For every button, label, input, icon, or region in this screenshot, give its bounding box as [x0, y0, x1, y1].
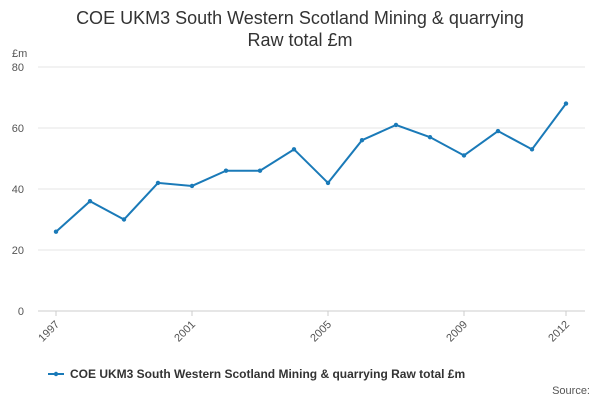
point: [155, 180, 161, 186]
point: [87, 199, 93, 204]
legend-marker: [53, 371, 59, 377]
source: Source:: [552, 385, 590, 397]
point: [53, 229, 59, 234]
point: [189, 183, 195, 189]
y-tick-label: 0: [18, 306, 24, 318]
y-axis-label: £m: [12, 48, 27, 60]
point: [427, 134, 433, 140]
x-tick-label: 1997: [36, 319, 62, 345]
series-line: [55, 103, 567, 233]
x-tick-label: 2009: [444, 319, 470, 345]
point: [563, 101, 569, 106]
x-tick-label: 2005: [308, 319, 334, 345]
point: [495, 128, 501, 134]
y-tick-label: 20: [12, 245, 24, 257]
point: [223, 168, 229, 173]
point: [461, 153, 467, 158]
y-tick-label: 60: [12, 123, 24, 135]
point: [325, 180, 331, 186]
point: [121, 217, 127, 222]
y-tick-label: 40: [12, 184, 24, 196]
point: [529, 147, 535, 152]
point: [291, 147, 297, 152]
y-tick-label: 80: [12, 62, 24, 74]
chart-title: COE UKM3 South Western Scotland Mining &…: [76, 8, 524, 28]
x-tick-label: 2012: [546, 319, 572, 345]
point: [359, 138, 365, 143]
point: [257, 168, 263, 173]
legend-label: COE UKM3 South Western Scotland Mining &…: [70, 367, 465, 381]
chart-title: Raw total £m: [247, 30, 352, 50]
point: [393, 122, 399, 128]
x-tick-label: 2001: [172, 319, 198, 345]
